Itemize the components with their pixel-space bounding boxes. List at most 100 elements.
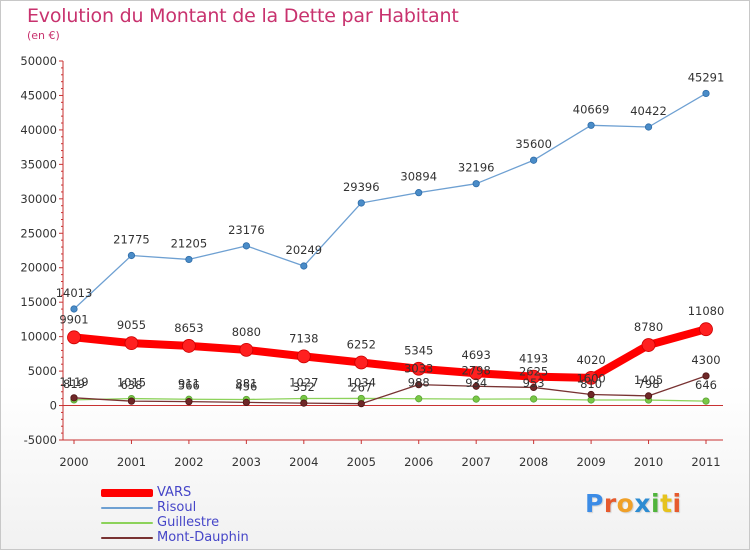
legend-item-mont-dauphin: Mont-Dauphin (101, 530, 249, 545)
chart-title: Evolution du Montant de la Dette par Hab… (27, 5, 459, 27)
x-tick-label: 2004 (289, 455, 318, 469)
data-label-guillestre: 1034 (347, 375, 376, 389)
data-point-mont-dauphin (127, 397, 136, 405)
x-tick-label: 2005 (347, 455, 376, 469)
chart-subtitle: (en €) (27, 29, 60, 42)
y-tick-label: 40000 (20, 123, 57, 137)
data-point-mont-dauphin (300, 399, 308, 407)
data-label-risoul: 29396 (343, 180, 380, 194)
legend-item-risoul: Risoul (101, 500, 249, 515)
logo-letter: P (585, 489, 604, 518)
legend-label: Mont-Dauphin (157, 530, 249, 545)
data-point-risoul (530, 156, 538, 164)
data-label-guillestre: 646 (695, 378, 717, 392)
data-point-vars (584, 370, 598, 385)
y-tick-label: 35000 (20, 157, 57, 171)
x-tick-label: 2003 (232, 455, 261, 469)
data-label-guillestre: 953 (523, 376, 545, 390)
data-point-vars (182, 339, 196, 353)
data-point-risoul (300, 262, 308, 270)
data-label-vars: 4693 (462, 348, 491, 362)
logo-letter: i (651, 489, 661, 518)
data-point-vars (526, 369, 541, 384)
data-point-vars (354, 355, 369, 370)
data-label-guillestre: 934 (465, 376, 487, 390)
data-point-mont-dauphin (185, 398, 193, 406)
data-label-vars: 5345 (404, 344, 433, 358)
x-tick-label: 2008 (519, 455, 548, 469)
y-tick-label: 50000 (20, 54, 57, 68)
proxiti-logo: Proxiti (585, 489, 682, 518)
data-label-mont-dauphin: 352 (293, 380, 315, 394)
data-point-risoul (415, 189, 423, 197)
data-label-risoul: 35600 (515, 137, 552, 151)
data-label-guillestre: 911 (178, 376, 200, 390)
legend-item-vars: VARS (101, 485, 249, 500)
data-label-mont-dauphin: 1119 (59, 375, 88, 389)
data-point-guillestre (472, 395, 480, 403)
data-point-risoul (70, 305, 78, 313)
data-point-mont-dauphin (702, 372, 710, 380)
legend-swatch (101, 488, 153, 497)
data-point-mont-dauphin (242, 398, 250, 407)
data-point-vars (411, 361, 426, 376)
data-point-risoul (587, 121, 595, 129)
series-line-guillestre (73, 397, 707, 402)
legend-swatch (101, 521, 153, 524)
data-label-vars: 8653 (174, 321, 203, 335)
x-tick-label: 2007 (462, 455, 491, 469)
data-label-risoul: 30894 (400, 170, 437, 184)
logo-letter: t (660, 489, 673, 518)
logo-letter: i (672, 489, 682, 518)
data-label-risoul: 23176 (228, 223, 265, 237)
y-tick-label: 5000 (28, 364, 57, 378)
data-point-vars (239, 342, 254, 357)
data-point-risoul (185, 255, 193, 264)
legend-label: Guillestre (157, 515, 220, 530)
series-line-vars (70, 325, 710, 382)
data-point-risoul (357, 199, 365, 207)
data-label-mont-dauphin: 4300 (691, 353, 720, 367)
data-label-risoul: 40669 (573, 102, 610, 116)
data-point-mont-dauphin (357, 400, 365, 408)
data-point-risoul (644, 123, 653, 131)
data-point-mont-dauphin (415, 381, 423, 389)
data-label-vars: 8080 (232, 325, 261, 339)
data-label-risoul: 45291 (688, 70, 725, 84)
data-label-mont-dauphin: 2798 (462, 363, 491, 377)
y-tick-label: 20000 (20, 261, 57, 275)
logo-letter: o (616, 489, 635, 518)
data-label-risoul: 21775 (113, 232, 150, 246)
data-label-vars: 8780 (634, 320, 663, 334)
y-tick-label: 25000 (20, 226, 57, 240)
data-label-vars: 9901 (59, 312, 88, 326)
data-label-guillestre: 988 (408, 376, 430, 390)
y-tick-label: 30000 (20, 192, 57, 206)
data-label-guillestre: 1015 (117, 376, 146, 390)
data-label-guillestre: 810 (580, 377, 602, 391)
data-point-vars (469, 366, 484, 381)
x-tick-label: 2001 (117, 455, 146, 469)
data-label-mont-dauphin: 3033 (404, 362, 433, 376)
legend-swatch (101, 536, 153, 539)
data-label-risoul: 21205 (171, 236, 208, 250)
data-label-vars: 4020 (576, 353, 605, 367)
data-point-risoul (127, 251, 136, 260)
data-label-mont-dauphin: 2625 (519, 364, 548, 378)
data-point-mont-dauphin (644, 392, 653, 400)
data-label-mont-dauphin: 267 (350, 381, 372, 395)
data-label-vars: 7138 (289, 331, 318, 345)
data-point-vars (296, 349, 311, 364)
data-label-mont-dauphin: 566 (178, 379, 200, 393)
data-label-risoul: 40422 (630, 104, 667, 118)
legend-label: Risoul (157, 500, 197, 515)
data-label-guillestre: 798 (638, 377, 660, 391)
data-point-guillestre (415, 395, 423, 403)
chart-legend: VARS Risoul Guillestre Mont-Dauphin (101, 485, 249, 545)
data-label-guillestre: 1027 (289, 375, 318, 389)
data-label-mont-dauphin: 456 (235, 379, 257, 393)
data-point-vars (641, 338, 656, 352)
data-point-mont-dauphin (530, 383, 538, 392)
data-point-vars (67, 330, 81, 345)
